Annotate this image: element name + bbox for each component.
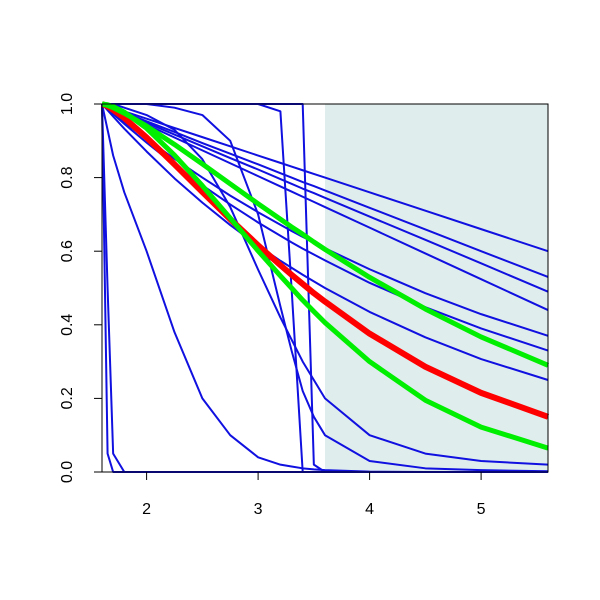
y-tick-label: 0.6: [59, 240, 76, 262]
y-tick-label: 1.0: [59, 93, 76, 115]
x-tick-label: 3: [254, 501, 263, 518]
shaded-region: [325, 104, 548, 472]
x-tick-label: 4: [365, 501, 374, 518]
y-tick-label: 0.8: [59, 166, 76, 188]
y-tick-label: 0.0: [59, 461, 76, 483]
line-series: [102, 103, 549, 466]
y-tick-label: 0.2: [59, 387, 76, 409]
line-series: [101, 103, 549, 352]
line-series: [101, 101, 549, 451]
line-series: [100, 101, 550, 420]
y-tick-label: 0.4: [59, 314, 76, 336]
x-tick-label: 2: [142, 501, 151, 518]
line-series: [101, 103, 549, 337]
plot-box: [101, 103, 549, 473]
x-tick-label: 5: [477, 501, 486, 518]
